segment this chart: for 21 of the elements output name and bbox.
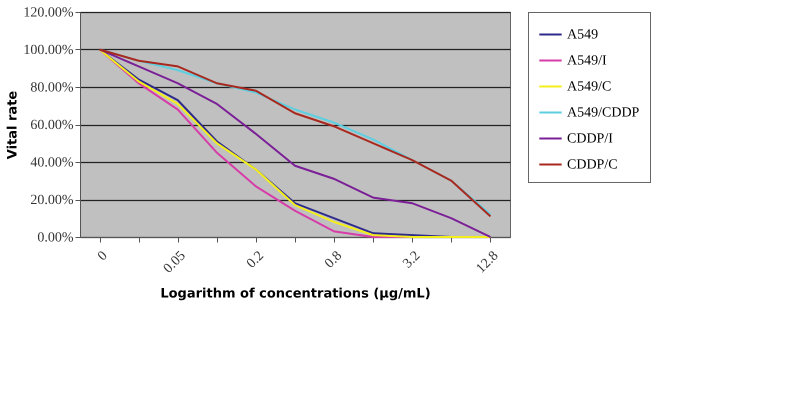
x-tick-label: 12.8 <box>474 248 502 276</box>
legend-label: CDDP/C <box>567 158 618 172</box>
legend-label: A549/CDDP <box>567 106 640 120</box>
x-tick-label: 0 <box>95 248 111 264</box>
y-tick-label: 100.00% <box>23 43 74 58</box>
legend-label: A549 <box>567 28 598 42</box>
x-tick-label: 3.2 <box>400 248 424 272</box>
legend-label: A549/C <box>567 80 612 94</box>
y-tick-label: 120.00% <box>23 6 74 20</box>
x-tick-label: 0.8 <box>322 248 346 272</box>
legend-label: CDDP/I <box>567 132 614 146</box>
x-tick-label: 0.2 <box>244 248 268 272</box>
y-tick-label: 80.00% <box>30 80 74 96</box>
x-tick-label: 0.05 <box>160 248 189 276</box>
y-axis-title: Vital rate <box>5 90 20 160</box>
x-axis-title: Logarithm of concentrations (μg/mL) <box>160 286 431 302</box>
y-tick-label: 60.00% <box>30 118 74 133</box>
legend-label: A549/I <box>567 54 607 68</box>
y-tick-label: 0.00% <box>37 230 74 246</box>
y-tick-label: 40.00% <box>30 156 74 170</box>
y-tick-label: 20.00% <box>30 193 74 208</box>
